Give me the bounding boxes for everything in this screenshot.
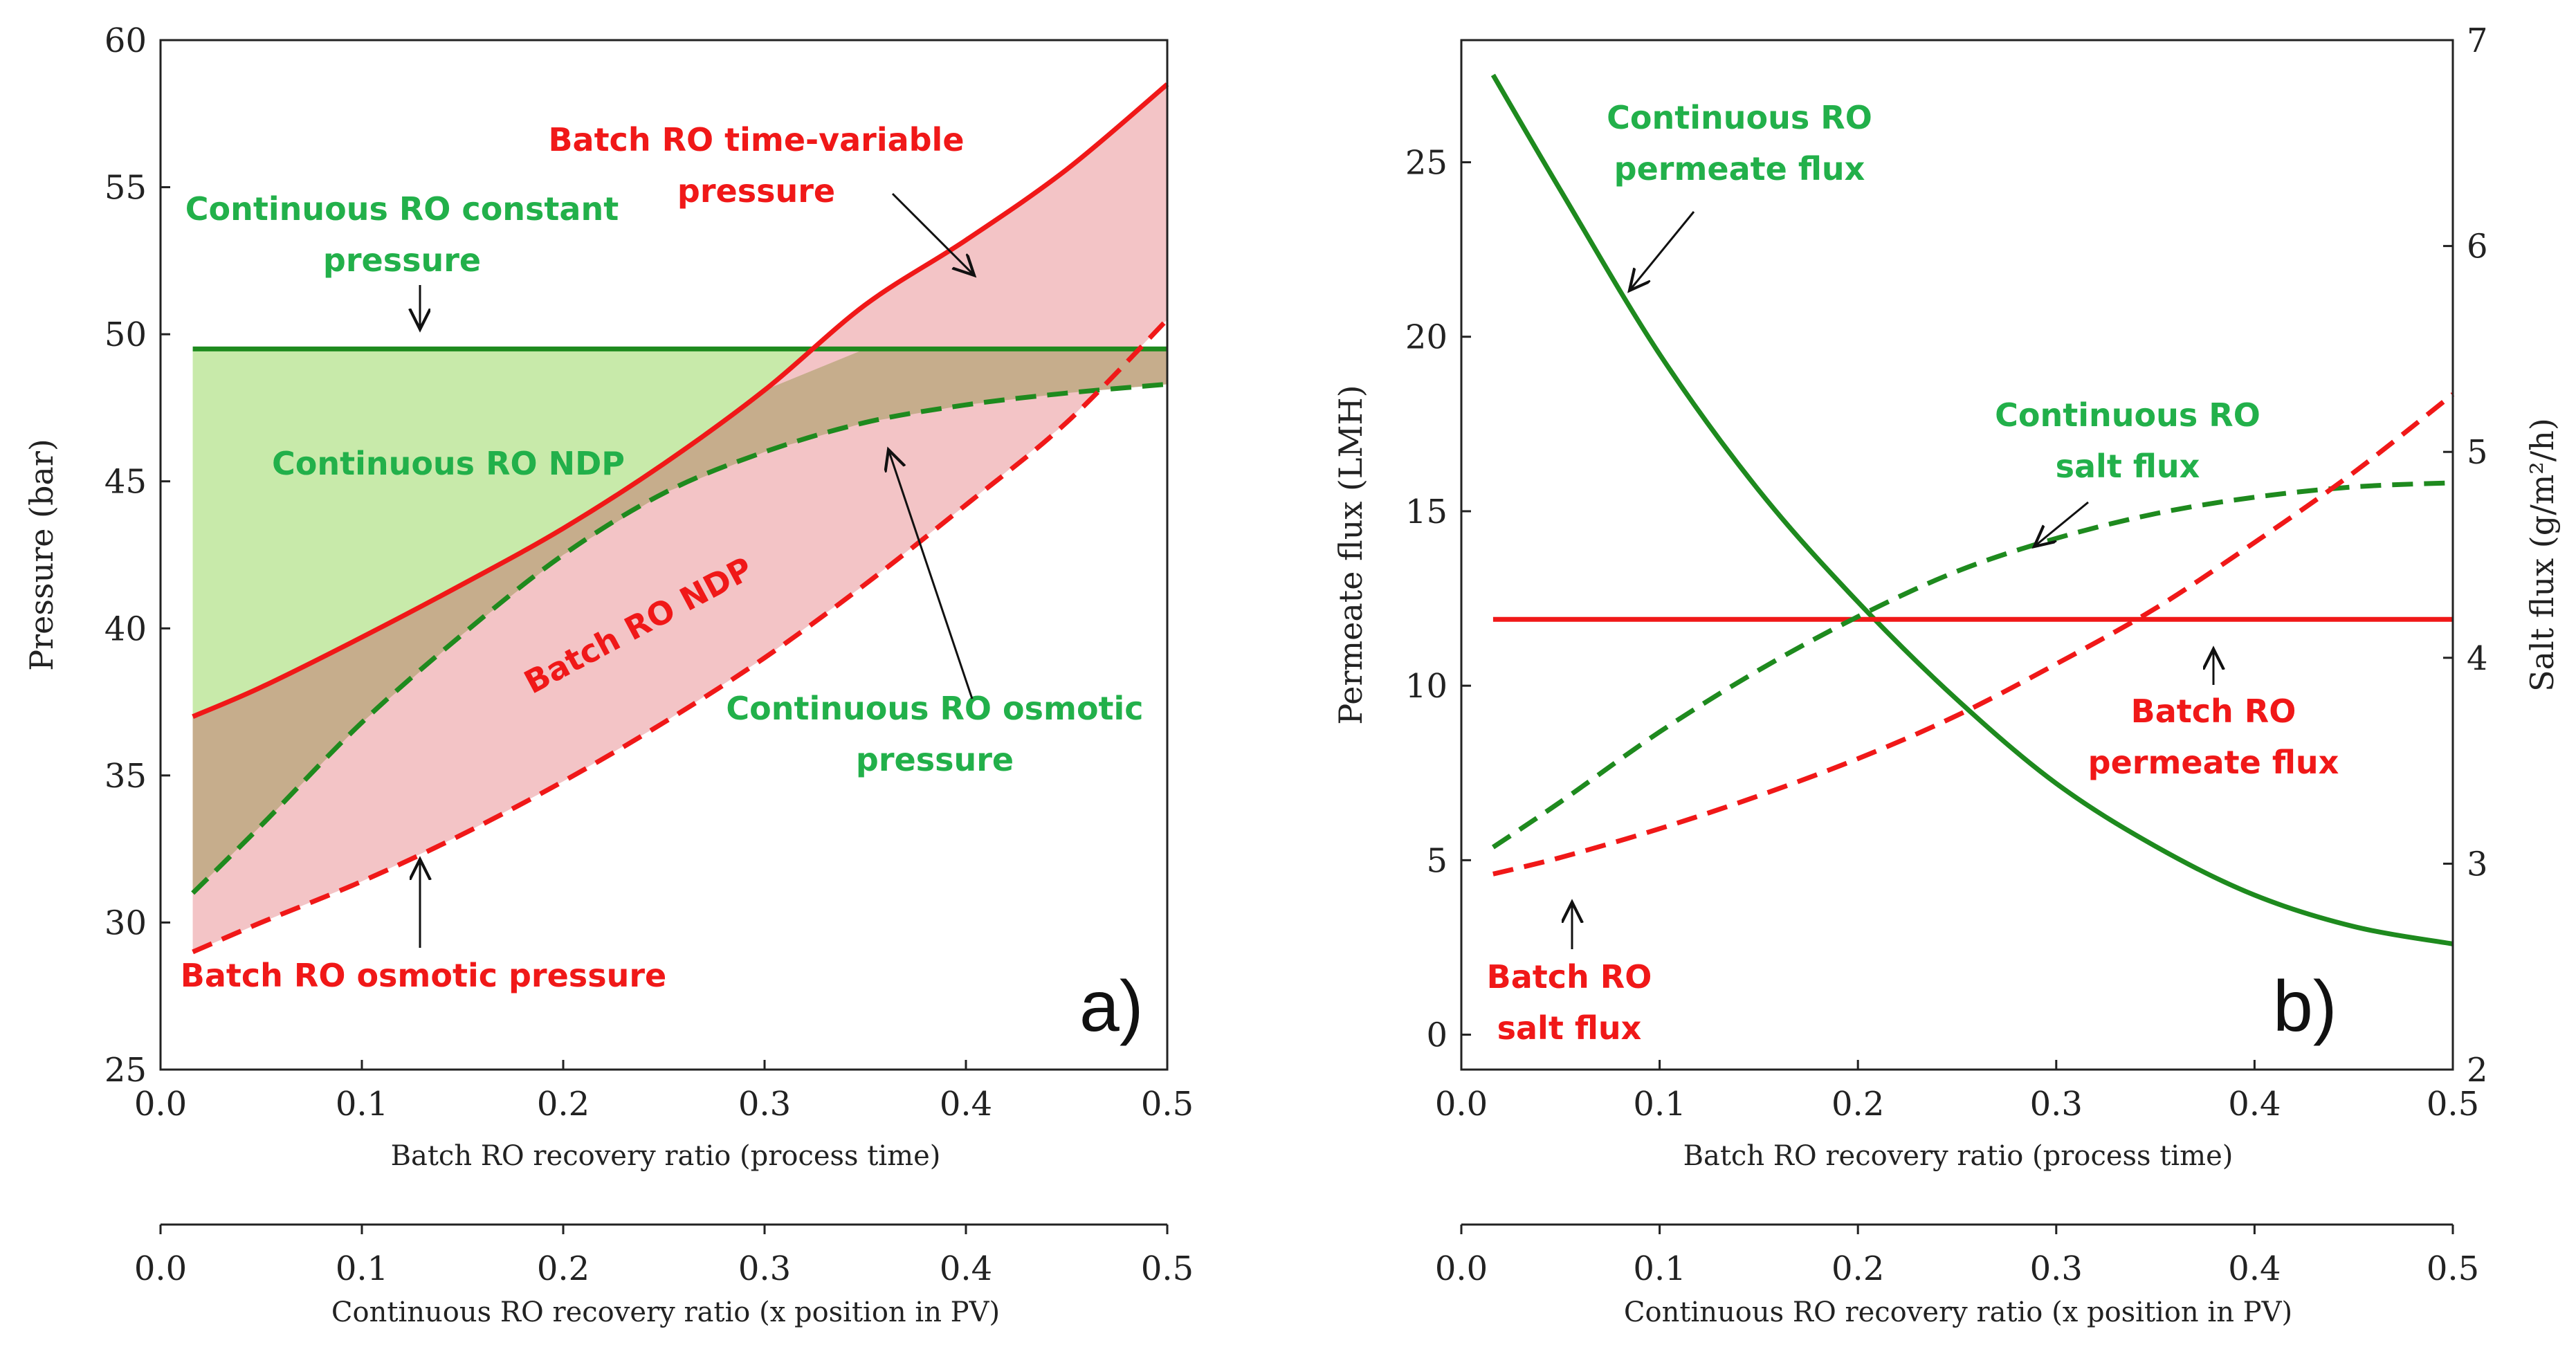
annot-batch-osmotic-pressure: Batch RO osmotic pressure <box>181 957 666 994</box>
annot-batch-time-variable-pressure-1: Batch RO time-variable <box>548 121 964 158</box>
panel-b-y-ticks: 0 5 10 15 20 25 <box>1405 144 1471 1055</box>
x2-tick-label: 0.2 <box>1831 1249 1884 1288</box>
x-tick-label: 0.4 <box>940 1085 992 1124</box>
panel-a-area-fills <box>192 84 1167 952</box>
x2-tick-label: 0.1 <box>1633 1249 1686 1288</box>
x2-tick-label: 0.0 <box>1435 1249 1488 1288</box>
series-line-continuous-ro-permeate-flux <box>1490 73 2454 946</box>
arrow-batch-time-variable-pressure <box>891 192 974 275</box>
x-tick-label: 0.3 <box>2030 1085 2083 1124</box>
annot-continuous-ndp: Continuous RO NDP <box>272 445 625 482</box>
right-y-tick-label: 6 <box>2467 228 2488 266</box>
x-tick-label: 0.2 <box>1831 1085 1884 1124</box>
panel-b-right-y-axis-label: Salt flux (g/m²/h) <box>2523 418 2561 692</box>
y-tick-label: 25 <box>1405 144 1447 183</box>
x-tick-label: 0.5 <box>1141 1085 1194 1124</box>
x-tick-label: 0.2 <box>537 1085 590 1124</box>
panel-b-right-y-ticks: 2 3 4 5 6 7 <box>2443 21 2488 1090</box>
annot-batch-permeate-flux-2: permeate flux <box>2088 744 2339 781</box>
y-tick-label: 60 <box>104 21 147 60</box>
panel-b-x-axis-label: Batch RO recovery ratio (process time) <box>1683 1140 2234 1172</box>
x-tick-label: 0.1 <box>336 1085 388 1124</box>
x2-tick-label: 0.5 <box>2427 1249 2479 1288</box>
y-tick-label: 45 <box>104 463 147 502</box>
x2-tick-label: 0.2 <box>537 1249 590 1288</box>
x-tick-label: 0.0 <box>1435 1085 1488 1124</box>
panel-a-letter: a) <box>1079 966 1143 1047</box>
y-tick-label: 0 <box>1426 1016 1447 1055</box>
right-y-tick-label: 4 <box>2467 639 2488 678</box>
panel-b-x-ticks: 0.0 0.1 0.2 0.3 0.4 0.5 <box>1435 1060 2479 1124</box>
panel-a-series-lines <box>191 82 1169 955</box>
x2-tick-label: 0.4 <box>940 1249 992 1288</box>
annot-continuous-osmotic-pressure-2: pressure <box>856 741 1014 778</box>
ndp-overlap-fill <box>192 349 1167 893</box>
annot-continuous-permeate-flux-2: permeate flux <box>1614 150 1865 187</box>
batch-ndp-fill <box>192 84 1167 952</box>
arrow-continuous-osmotic-pressure <box>888 450 974 699</box>
annot-continuous-constant-pressure-2: pressure <box>323 241 481 279</box>
y-tick-label: 30 <box>104 904 147 942</box>
annot-batch-salt-flux-2: salt flux <box>1497 1009 1642 1047</box>
y-tick-label: 50 <box>104 315 147 354</box>
x2-tick-label: 0.3 <box>738 1249 791 1288</box>
panel-b-chart: 0.0 0.1 0.2 0.3 0.4 0.5 0 5 10 15 20 25 2 3 4 5 6 7 0.0… <box>1332 21 2561 1328</box>
panel-b-letter: b) <box>2273 966 2337 1047</box>
series-line-batch-ro-time-variable-pressure <box>192 82 1169 720</box>
panel-b-x2-axis-label: Continuous RO recovery ratio (x position… <box>1624 1296 2292 1328</box>
right-y-tick-label: 5 <box>2467 433 2488 472</box>
right-y-tick-label: 3 <box>2467 845 2488 883</box>
x-tick-label: 0.0 <box>134 1085 187 1124</box>
y-tick-label: 5 <box>1426 841 1447 880</box>
annot-continuous-salt-flux-2: salt flux <box>2056 448 2200 485</box>
panel-b-annotations: Continuous RO permeate flux Continuous R… <box>1487 99 2339 1047</box>
arrow-continuous-permeate-flux <box>1629 211 1695 291</box>
x2-tick-label: 0.4 <box>2228 1249 2281 1288</box>
continuous-ndp-fill <box>192 349 1167 893</box>
x-tick-label: 0.4 <box>2228 1085 2281 1124</box>
y-tick-label: 10 <box>1405 667 1447 706</box>
y-tick-label: 55 <box>104 169 147 208</box>
panel-a-y-ticks: 25 30 35 40 45 50 55 60 <box>104 21 170 1090</box>
panel-a-x-axis-label: Batch RO recovery ratio (process time) <box>391 1140 941 1172</box>
right-y-tick-label: 2 <box>2467 1051 2488 1090</box>
x2-tick-label: 0.1 <box>336 1249 388 1288</box>
annot-batch-permeate-flux-1: Batch RO <box>2131 693 2296 730</box>
y-tick-label: 25 <box>104 1051 147 1090</box>
series-line-batch-ro-salt-flux <box>1492 392 2455 877</box>
panel-a-x-ticks: 0.0 0.1 0.2 0.3 0.4 0.5 <box>134 1060 1194 1124</box>
panel-a-plot-frame <box>159 39 1169 1071</box>
annot-continuous-constant-pressure-1: Continuous RO constant <box>185 190 619 228</box>
annot-continuous-permeate-flux-1: Continuous RO <box>1607 99 1872 136</box>
series-line-batch-ro-osmotic-pressure <box>192 318 1169 955</box>
right-y-tick-label: 7 <box>2467 21 2488 60</box>
y-tick-label: 40 <box>104 610 147 648</box>
panel-b-x2-ticks: 0.0 0.1 0.2 0.3 0.4 0.5 <box>1435 1223 2479 1288</box>
annot-continuous-salt-flux-1: Continuous RO <box>1995 396 2260 434</box>
annot-continuous-osmotic-pressure-1: Continuous RO osmotic <box>726 690 1143 727</box>
y-tick-label: 20 <box>1405 318 1447 357</box>
annot-batch-salt-flux-1: Batch RO <box>1487 958 1652 996</box>
series-line-continuous-ro-salt-flux <box>1491 480 2454 850</box>
x2-tick-label: 0.5 <box>1141 1249 1194 1288</box>
panel-a-x2-axis-label: Continuous RO recovery ratio (x position… <box>331 1296 1000 1328</box>
x-tick-label: 0.1 <box>1633 1085 1686 1124</box>
panel-a-y-axis-label: Pressure (bar) <box>23 439 60 671</box>
y-tick-label: 15 <box>1405 493 1447 531</box>
series-line-continuous-ro-osmotic-pressure <box>191 381 1168 895</box>
x2-tick-label: 0.3 <box>2030 1249 2083 1288</box>
panel-a-x2-ticks: 0.0 0.1 0.2 0.3 0.4 0.5 <box>134 1223 1194 1288</box>
x2-tick-label: 0.0 <box>134 1249 187 1288</box>
panel-b-series-lines <box>1490 73 2455 946</box>
panel-b-plot-frame <box>1460 39 2454 1071</box>
x-tick-label: 0.5 <box>2427 1085 2479 1124</box>
panel-b-y-axis-label: Permeate flux (LMH) <box>1332 385 1369 724</box>
x-tick-label: 0.3 <box>738 1085 791 1124</box>
y-tick-label: 35 <box>104 757 147 796</box>
arrow-continuous-salt-flux <box>2034 501 2089 547</box>
annot-batch-time-variable-pressure-2: pressure <box>677 172 835 210</box>
